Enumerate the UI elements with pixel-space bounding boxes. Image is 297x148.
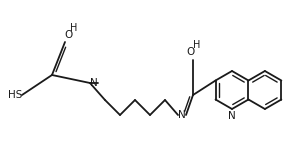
Text: N: N bbox=[178, 110, 186, 120]
Text: N: N bbox=[90, 78, 98, 88]
Text: O: O bbox=[186, 47, 194, 57]
Text: HS: HS bbox=[8, 90, 22, 100]
Text: O: O bbox=[64, 30, 72, 40]
Text: H: H bbox=[70, 23, 78, 33]
Text: N: N bbox=[228, 111, 236, 121]
Text: H: H bbox=[193, 40, 201, 50]
